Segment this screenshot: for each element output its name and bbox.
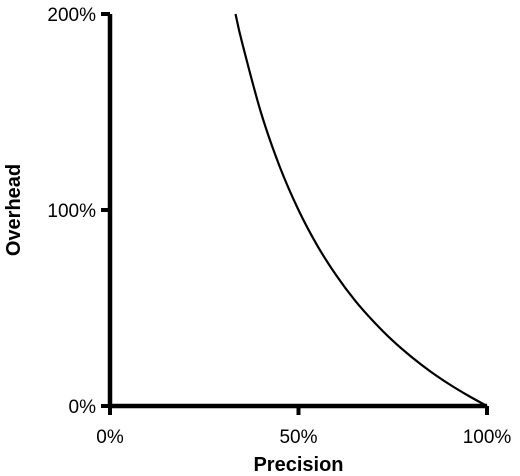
x-axis-title: Precision — [253, 454, 343, 476]
x-tick-label: 0% — [96, 427, 124, 448]
ticks-layer: 0% 100% 200% 0% 50% 100% — [47, 5, 511, 448]
series-layer — [234, 13, 488, 407]
x-tick-label: 50% — [279, 427, 317, 448]
y-tick-label: 100% — [47, 201, 96, 222]
x-tick-label: 100% — [463, 427, 512, 448]
series-line — [234, 13, 488, 407]
y-tick-label: 200% — [47, 5, 96, 26]
y-axis-title: Overhead — [3, 164, 25, 256]
y-tick-label: 0% — [69, 397, 97, 418]
axes-layer — [107, 14, 487, 409]
